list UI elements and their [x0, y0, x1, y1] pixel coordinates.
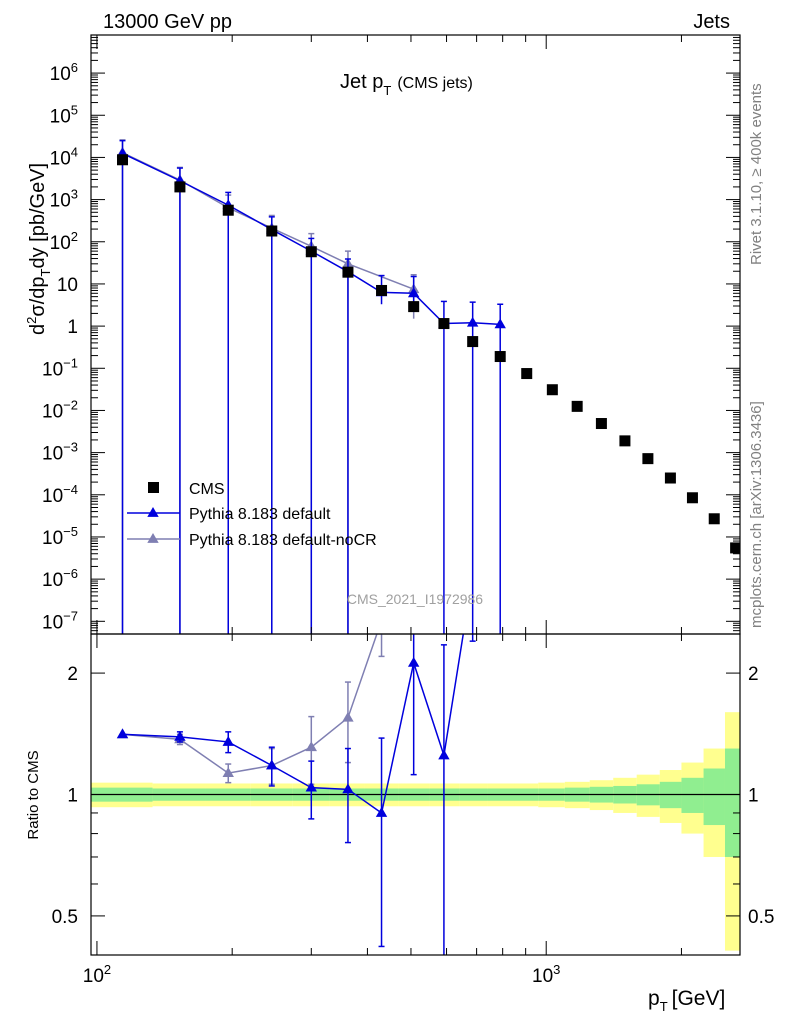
- ratio-data-layer: [116, 615, 476, 955]
- legend: CMS Pythia 8.183 default Pythia 8.183 defa…: [127, 481, 377, 549]
- x-tick-label: 103: [532, 962, 560, 987]
- legend-label: Pythia 8.183 default-noCR: [189, 532, 377, 549]
- data-point-square: [305, 246, 317, 258]
- legend-marker-nocr: [147, 533, 159, 543]
- y-tick-label: 10−7: [42, 608, 78, 633]
- chart-title-suffix: (CMS jets): [397, 75, 473, 92]
- data-point-square: [222, 204, 234, 216]
- legend-label: CMS: [189, 481, 225, 498]
- data-point-square: [467, 336, 479, 348]
- data-point-square: [117, 154, 129, 166]
- ratio-y-tick-label: 2: [67, 664, 78, 685]
- ratio-point-triangle: [266, 759, 278, 770]
- chart-title-subscript: T: [383, 83, 391, 98]
- ratio-point-triangle: [375, 806, 388, 817]
- y-tick-label: 103: [50, 187, 78, 212]
- chart-title-main: Jet p: [340, 71, 383, 93]
- x-tick-label: 102: [83, 962, 111, 987]
- ratio-point-triangle: [174, 730, 186, 741]
- data-point-square: [730, 542, 740, 554]
- header-left: 13000 GeV pp: [103, 11, 232, 33]
- ratio-y-tick-label: 1: [67, 786, 78, 807]
- data-point-triangle: [407, 287, 420, 298]
- green-band: [681, 777, 704, 813]
- ratio-point-triangle: [376, 615, 387, 625]
- xaxis-label: pT [GeV]: [648, 987, 725, 1014]
- main-axes: 10−7 10−6 10−5 10−4 10−3 10−2 10−1 1 10 102 103 104…: [42, 34, 741, 635]
- ratio-axes: 102 103 0.5 0.5 1 1 2 2: [52, 633, 774, 987]
- ratio-ylabel: Ratio to CMS: [25, 750, 42, 839]
- y-tick-label: 10−2: [42, 397, 78, 422]
- ratio-point-triangle: [222, 767, 234, 777]
- y-tick-label: 102: [50, 229, 78, 254]
- y-tick-label: 10−3: [42, 440, 78, 465]
- ratio-point-triangle: [305, 781, 317, 792]
- legend-label: Pythia 8.183 default: [189, 506, 331, 523]
- data-point-square: [266, 225, 278, 237]
- ratio-point-triangle: [116, 728, 129, 739]
- ratio-y-tick-label-right: 1: [748, 786, 759, 807]
- y-tick-label: 1: [67, 317, 78, 338]
- ratio-point-triangle: [407, 656, 420, 667]
- data-point-triangle: [466, 316, 479, 327]
- data-point-square: [595, 418, 607, 430]
- analysis-watermark: CMS_2021_I1972986: [347, 591, 483, 607]
- data-point-square: [376, 284, 388, 296]
- data-point-square: [174, 181, 186, 193]
- ratio-point-triangle: [222, 735, 234, 746]
- y-tick-label: 10−4: [42, 482, 78, 507]
- y-tick-label: 106: [50, 60, 78, 85]
- y-tick-label: 105: [50, 102, 78, 127]
- ratio-series-line: [122, 634, 378, 774]
- chart-title: Jet pT (CMS jets): [340, 71, 473, 98]
- data-point-square: [546, 384, 558, 396]
- ratio-point-triangle: [305, 741, 317, 752]
- main-ylabel: d2σ/dpTdy [pb/GeV]: [24, 163, 53, 335]
- ratio-point-triangle: [438, 749, 450, 760]
- data-point-square: [619, 435, 631, 447]
- rivet-version-label: Rivet 3.1.10, ≥ 400k events: [748, 83, 765, 265]
- ratio-y-tick-label: 0.5: [52, 907, 78, 928]
- y-tick-label: 10−6: [42, 566, 78, 591]
- y-tick-label: 104: [50, 144, 78, 169]
- data-point-square: [408, 301, 420, 313]
- data-point-square: [494, 351, 506, 363]
- data-point-square: [571, 400, 583, 412]
- ratio-y-tick-label-right: 0.5: [748, 907, 774, 928]
- data-point-square: [664, 472, 676, 484]
- ratio-point-triangle: [342, 711, 354, 722]
- y-tick-label: 10−5: [42, 524, 78, 549]
- mcplots-label: mcplots.cern.ch [arXiv:1306.3436]: [748, 401, 765, 628]
- header-right: Jets: [693, 11, 730, 33]
- data-point-square: [642, 453, 654, 465]
- green-band: [724, 748, 740, 857]
- data-point-square: [521, 368, 533, 380]
- data-point-square: [708, 513, 720, 525]
- legend-marker-default: [147, 507, 159, 517]
- y-tick-label: 10: [57, 275, 78, 296]
- main-data-layer: [116, 139, 740, 634]
- legend-marker-cms: [148, 482, 159, 493]
- data-point-square: [686, 492, 698, 504]
- ratio-series-line: [122, 634, 465, 815]
- data-point-triangle: [494, 318, 506, 329]
- data-point-square: [342, 266, 354, 278]
- ratio-bands: [91, 712, 740, 951]
- ratio-point-triangle: [342, 783, 354, 794]
- ratio-y-tick-label-right: 2: [748, 664, 759, 685]
- series-line: [122, 151, 414, 290]
- data-point-square: [438, 318, 450, 330]
- green-band: [703, 768, 725, 826]
- y-tick-label: 10−1: [42, 355, 78, 380]
